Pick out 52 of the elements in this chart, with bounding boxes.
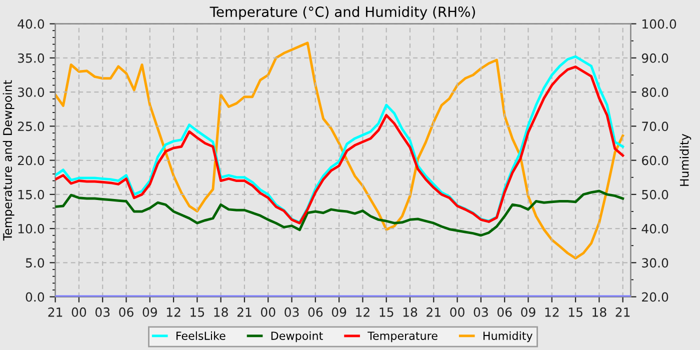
x-tick-label: 09 bbox=[332, 307, 346, 317]
y-tick-label: 0.0 bbox=[26, 292, 44, 302]
x-tick-label: 12 bbox=[545, 307, 559, 317]
y-tick-label: 25.0 bbox=[18, 122, 44, 132]
y-tick-label: 40.0 bbox=[18, 19, 44, 29]
y2-tick-label: 100.0 bbox=[642, 19, 676, 29]
y-tick-label: 15.0 bbox=[18, 190, 44, 200]
x-tick-label: 21 bbox=[616, 307, 630, 317]
y2-tick-label: 20.0 bbox=[642, 292, 668, 302]
legend-label: FeelsLike bbox=[176, 331, 226, 340]
y2-tick-label: 30.0 bbox=[642, 258, 668, 268]
line-series bbox=[55, 190, 624, 237]
x-tick-label: 18 bbox=[214, 307, 228, 317]
x-tick-label: 06 bbox=[497, 307, 512, 317]
x-tick-label: 15 bbox=[190, 308, 204, 317]
x-tick-label: 00 bbox=[72, 307, 86, 317]
y2-tick-label: 90.0 bbox=[642, 53, 668, 63]
legend-label: Humidity bbox=[484, 331, 532, 342]
y-tick-label: 35.0 bbox=[18, 53, 44, 63]
y-tick-label: 10.0 bbox=[18, 224, 44, 234]
x-tick-label: 12 bbox=[166, 307, 180, 317]
y2-tick-label: 50.0 bbox=[642, 190, 668, 200]
line-series bbox=[55, 42, 624, 260]
x-tick-label: 18 bbox=[403, 307, 418, 317]
x-tick-label: 09 bbox=[142, 307, 157, 317]
y2-tick-label: 60.0 bbox=[642, 156, 668, 166]
chart-title: Temperature (°C) and Humidity (RH%) bbox=[210, 6, 475, 20]
y2-axis-title: Humidity bbox=[680, 134, 692, 186]
y2-tick-label: 80.0 bbox=[642, 88, 668, 97]
y-tick-label: 30.0 bbox=[18, 88, 44, 97]
x-tick-label: 15 bbox=[380, 308, 394, 317]
x-tick-label: 18 bbox=[592, 307, 606, 317]
y2-tick-label: 40.0 bbox=[642, 224, 668, 234]
y2-tick-label: 70.0 bbox=[642, 122, 668, 132]
x-tick-label: 15 bbox=[568, 308, 582, 317]
legend-label: Temperature bbox=[368, 332, 438, 342]
x-tick-label: 21 bbox=[426, 307, 440, 317]
x-tick-label: 06 bbox=[308, 307, 323, 317]
x-tick-label: 00 bbox=[260, 307, 276, 317]
legend-label: Dewpoint bbox=[271, 331, 323, 342]
x-tick-label: 03 bbox=[474, 307, 488, 317]
y-axis-title: Temperature and Dewpoint bbox=[2, 80, 14, 241]
y-tick-label: 20.0 bbox=[18, 156, 44, 166]
x-tick-label: 12 bbox=[356, 307, 370, 317]
x-tick-label: 21 bbox=[237, 307, 252, 317]
y-tick-label: 5.0 bbox=[26, 258, 44, 268]
x-tick-label: 21 bbox=[48, 307, 62, 317]
x-tick-label: 03 bbox=[284, 307, 299, 317]
x-tick-label: 03 bbox=[95, 307, 110, 317]
x-tick-label: 09 bbox=[521, 307, 536, 317]
x-tick-label: 06 bbox=[119, 307, 134, 317]
x-tick-label: 00 bbox=[450, 307, 464, 317]
